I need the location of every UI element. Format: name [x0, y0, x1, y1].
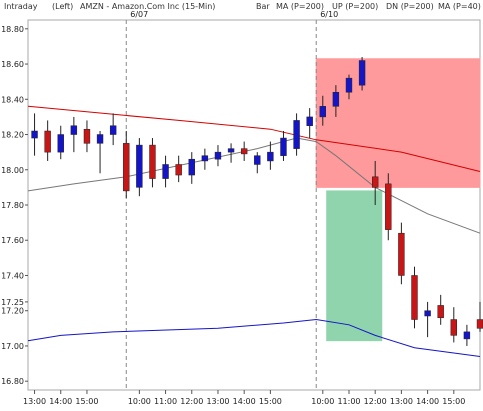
interval-label: Intraday	[4, 2, 38, 11]
y-tick-label: 16.80	[1, 377, 24, 386]
date-label: 6/07	[130, 10, 148, 19]
y-axis: 18.80 18.60 18.40 18.20 18.00 17.80 17.60 17.40…	[1, 25, 28, 386]
candle-body-4	[70, 125, 78, 135]
candle-body-9	[136, 144, 143, 188]
candle-body-17	[240, 148, 248, 155]
candle-body-31	[424, 310, 431, 317]
x-tick-label: 11:00	[337, 397, 360, 406]
y-tick-label: 18.20	[1, 131, 24, 140]
candle-body-18	[254, 155, 261, 165]
candle-body-2	[44, 130, 51, 153]
x-tick-label: 10:00	[311, 397, 334, 406]
y-tick-label: 17.00	[1, 342, 24, 351]
x-tick-label: 10:00	[128, 397, 151, 406]
x-tick-label: 13:00	[23, 397, 46, 406]
candle-body-22	[306, 116, 313, 126]
candle-body-30	[411, 275, 418, 320]
x-tick-label: 14:00	[49, 397, 72, 406]
candle-body-20	[280, 137, 287, 156]
date-labels: 6/07 6/10	[130, 10, 338, 19]
candle-body-12	[175, 164, 182, 176]
candle-body-5	[83, 128, 91, 144]
symbol-title: AMZN - Amazon.Com Inc (15-Min)	[80, 2, 215, 11]
chart-style-label: Bar	[256, 2, 270, 11]
candle-body-10	[149, 144, 156, 179]
legend-up200: UP (P=200)	[332, 2, 378, 11]
day-separators	[125, 20, 317, 390]
candle-body-28	[385, 183, 392, 230]
candle-body-13	[188, 158, 195, 176]
y-tick-label: 17.80	[1, 201, 24, 210]
x-tick-label: 11:00	[154, 397, 177, 406]
x-tick-label: 13:00	[390, 397, 413, 406]
candle-body-8	[123, 143, 130, 192]
indicator-line-1	[27, 105, 481, 172]
axis-side-label: (Left)	[52, 2, 73, 11]
candle-body-33	[450, 319, 457, 336]
x-tick-label: 14:00	[233, 397, 256, 406]
y-tick-label: 18.00	[1, 166, 24, 175]
x-tick-label: 14:00	[416, 397, 439, 406]
y-tick-label: 17.25	[1, 298, 24, 307]
candle-body-15	[214, 151, 222, 160]
legend-dn200: DN (P=200)	[386, 2, 434, 11]
x-tick-label: 15:00	[75, 397, 98, 406]
candle-body-6	[96, 134, 104, 144]
legend-ma40: MA (P=40)	[438, 2, 481, 11]
indicator-line-3	[27, 318, 481, 357]
x-tick-label: 15:00	[442, 397, 465, 406]
y-tick-label: 17.60	[1, 236, 24, 245]
candle-body-7	[109, 125, 117, 135]
candle-body-19	[267, 151, 274, 162]
y-tick-label: 18.60	[1, 60, 24, 69]
legend-ma200: MA (P=200)	[276, 2, 324, 11]
y-tick-label: 17.40	[1, 271, 24, 280]
highlight-box-2	[326, 190, 383, 342]
y-tick-label: 17.20	[1, 307, 24, 316]
candle-body-27	[371, 176, 379, 188]
candle-body-32	[437, 305, 444, 319]
candle-body-16	[227, 148, 235, 153]
highlight-boxes	[315, 58, 481, 342]
candle-body-24	[332, 91, 340, 107]
x-tick-label: 12:00	[180, 397, 203, 406]
candle-body-26	[358, 60, 366, 86]
candle-body-1	[31, 130, 38, 139]
highlight-box-1	[315, 58, 481, 188]
y-tick-label: 18.80	[1, 25, 24, 34]
candle-body-25	[345, 77, 353, 93]
candle-body-11	[162, 164, 169, 179]
x-tick-label: 15:00	[259, 397, 282, 406]
x-tick-label: 13:00	[206, 397, 229, 406]
y-tick-label: 18.40	[1, 95, 24, 104]
x-tick-label: 12:00	[364, 397, 387, 406]
candle-body-3	[57, 134, 64, 153]
candle-body-21	[293, 120, 300, 149]
price-candles	[31, 57, 483, 346]
date-label: 6/10	[320, 10, 338, 19]
x-axis: 13:00 14:00 15:00 10:00 11:00 12:00 13:00 14:00…	[23, 390, 465, 406]
candle-body-14	[201, 155, 209, 162]
candle-body-34	[463, 331, 471, 340]
candle-body-35	[476, 319, 483, 329]
candle-body-23	[319, 106, 326, 118]
candle-body-29	[398, 232, 405, 276]
